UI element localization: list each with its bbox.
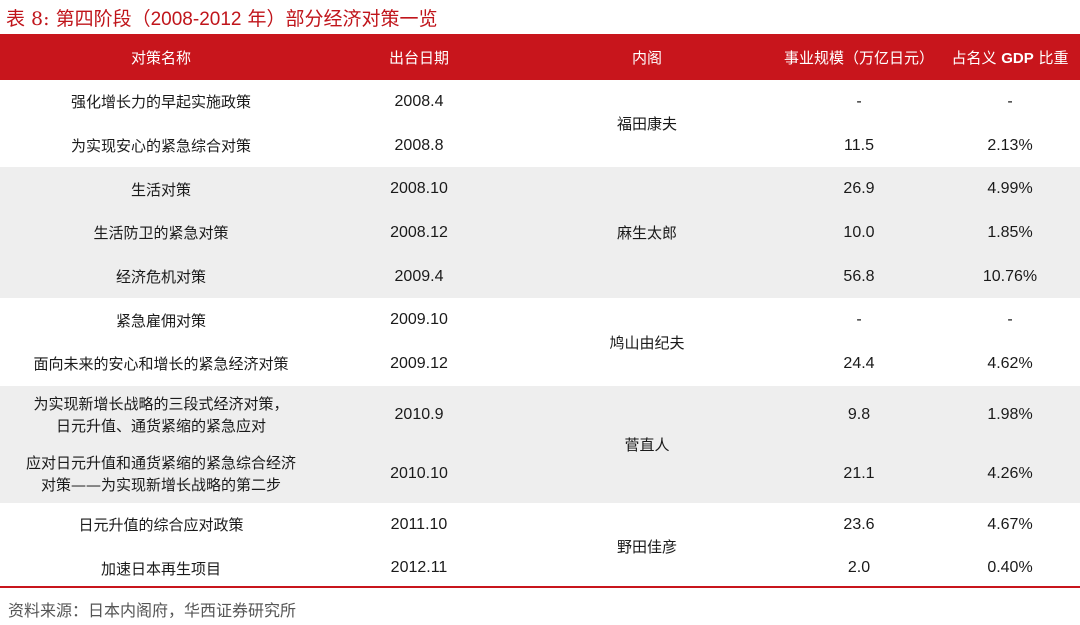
table-row: 生活对策 2008.10 麻生太郎 26.9 4.99% [0, 167, 1080, 299]
measure-name-line: 对策——为实现新增长战略的第二步 [40, 475, 281, 494]
release-date: 2010.9 [322, 385, 516, 445]
cabinet-name: 麻生太郎 [516, 167, 778, 299]
cabinet-name: 福田康夫 [516, 80, 778, 168]
gdp-share: 10.76% [940, 254, 1080, 299]
project-scale: 21.1 [778, 444, 940, 503]
measure-name-line: 为实现新增长战略的三段式经济对策， [33, 395, 289, 414]
release-date: 2009.4 [322, 254, 516, 299]
cabinet-name: 野田佳彦 [516, 502, 778, 591]
table-row: 日元升值的综合应对政策 2011.10 野田佳彦 23.6 4.67% [0, 502, 1080, 591]
table-row: 经济危机对策 2009.4 56.8 10.76% [0, 254, 1080, 299]
gdp-share: - [940, 298, 1080, 343]
table-row: 强化增长力的早起实施政策 2008.4 福田康夫 - - [0, 80, 1080, 168]
release-date: 2011.10 [322, 502, 516, 547]
table-row: 生活防卫的紧急对策 2008.12 10.0 1.85% [0, 211, 1080, 255]
gdp-share: 1.98% [940, 385, 1080, 445]
table-row: 应对日元升值和通货紧缩的紧急综合经济 对策——为实现新增长战略的第二步 2010.… [0, 444, 1080, 503]
measure-name: 加速日本再生项目 [0, 546, 322, 591]
release-date: 2012.11 [322, 546, 516, 591]
measure-name: 日元升值的综合应对政策 [0, 502, 322, 547]
measure-name: 生活对策 [0, 167, 322, 212]
table-row: 面向未来的安心和增长的紧急经济对策 2009.12 24.4 4.62% [0, 342, 1080, 386]
measure-name: 为实现新增长战略的三段式经济对策， 日元升值、通货紧缩的紧急应对 [0, 385, 322, 445]
gdp-share: 4.62% [940, 342, 1080, 386]
table-number: 表 8: [6, 8, 50, 30]
project-scale: 11.5 [778, 123, 940, 168]
measure-name: 紧急雇佣对策 [0, 298, 322, 343]
header-date: 出台日期 [322, 34, 516, 80]
header-measure: 对策名称 [0, 34, 322, 80]
measure-name: 为实现安心的紧急综合对策 [0, 123, 322, 168]
release-date: 2008.8 [322, 123, 516, 168]
release-date: 2009.12 [322, 342, 516, 386]
release-date: 2008.12 [322, 211, 516, 255]
measure-name-line: 日元升值、通货紧缩的紧急应对 [55, 417, 266, 436]
gdp-share: 1.85% [940, 211, 1080, 255]
measure-name: 生活防卫的紧急对策 [0, 211, 322, 255]
gdp-share: 4.99% [940, 167, 1080, 212]
project-scale: 2.0 [778, 546, 940, 591]
measures-table: 对策名称 出台日期 内阁 事业规模（万亿日元） 占名义 GDP 比重 强化增长力… [0, 34, 1080, 591]
title-text-a: 第四阶段（ [55, 8, 151, 30]
measure-name-line: 应对日元升值和通货紧缩的紧急综合经济 [25, 453, 296, 472]
project-scale: 10.0 [778, 211, 940, 255]
release-date: 2008.10 [322, 167, 516, 212]
gdp-share: - [940, 80, 1080, 124]
gdp-share: 0.40% [940, 546, 1080, 591]
header-gdp-a: 占名义 [951, 48, 1002, 67]
table-title: 表 8: 第四阶段（2008-2012 年）部分经济对策一览 [6, 4, 438, 30]
project-scale: 56.8 [778, 254, 940, 299]
gdp-share: 2.13% [940, 123, 1080, 168]
measure-name: 面向未来的安心和增长的紧急经济对策 [0, 342, 322, 386]
title-range: 2008-2012 [150, 9, 242, 30]
project-scale: 9.8 [778, 385, 940, 445]
table-row: 紧急雇佣对策 2009.10 鸠山由纪夫 - - [0, 298, 1080, 386]
cabinet-name: 菅直人 [516, 385, 778, 503]
project-scale: 23.6 [778, 502, 940, 547]
table-row: 加速日本再生项目 2012.11 2.0 0.40% [0, 546, 1080, 591]
gdp-share: 4.67% [940, 502, 1080, 547]
cabinet-name: 鸠山由纪夫 [516, 298, 778, 386]
source-note: 资料来源：日本内阁府，华西证券研究所 [8, 601, 297, 620]
measure-name: 应对日元升值和通货紧缩的紧急综合经济 对策——为实现新增长战略的第二步 [0, 444, 322, 503]
title-text-b: 年）部分经济对策一览 [241, 8, 438, 30]
gdp-share: 4.26% [940, 444, 1080, 503]
header-cabinet: 内阁 [516, 34, 778, 80]
release-date: 2008.4 [322, 80, 516, 124]
measure-name: 经济危机对策 [0, 254, 322, 299]
header-gdp-b: 比重 [1033, 48, 1069, 67]
project-scale: - [778, 80, 940, 124]
header-gdp-latin: GDP [1001, 49, 1034, 67]
table-row: 为实现安心的紧急综合对策 2008.8 11.5 2.13% [0, 123, 1080, 168]
header-scale: 事业规模（万亿日元） [778, 34, 940, 80]
project-scale: 26.9 [778, 167, 940, 212]
project-scale: - [778, 298, 940, 343]
release-date: 2009.10 [322, 298, 516, 343]
release-date: 2010.10 [322, 444, 516, 503]
table-row: 为实现新增长战略的三段式经济对策， 日元升值、通货紧缩的紧急应对 2010.9 菅… [0, 385, 1080, 503]
measure-name: 强化增长力的早起实施政策 [0, 80, 322, 124]
project-scale: 24.4 [778, 342, 940, 386]
table-bottom-rule [0, 586, 1080, 588]
header-row: 对策名称 出台日期 内阁 事业规模（万亿日元） 占名义 GDP 比重 [0, 34, 1080, 80]
header-gdp-share: 占名义 GDP 比重 [940, 34, 1080, 80]
